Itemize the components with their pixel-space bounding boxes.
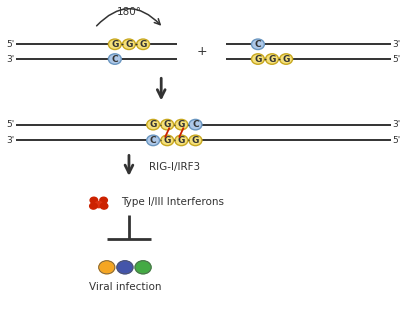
- Text: RIG-I/IRF3: RIG-I/IRF3: [149, 162, 200, 172]
- Text: G: G: [164, 136, 171, 145]
- Text: G: G: [178, 120, 185, 129]
- Circle shape: [251, 54, 264, 64]
- Circle shape: [100, 203, 108, 209]
- Text: 5': 5': [6, 40, 15, 49]
- Circle shape: [161, 119, 174, 130]
- Text: 3': 3': [6, 54, 15, 64]
- Text: 5': 5': [393, 136, 401, 145]
- Circle shape: [175, 119, 188, 130]
- Circle shape: [266, 54, 278, 64]
- Circle shape: [137, 39, 150, 50]
- Text: 3': 3': [393, 120, 401, 129]
- Circle shape: [90, 197, 98, 203]
- Text: G: G: [150, 120, 157, 129]
- Circle shape: [117, 261, 133, 274]
- Circle shape: [175, 135, 188, 146]
- Circle shape: [280, 54, 293, 64]
- Text: 180°: 180°: [116, 7, 141, 17]
- Text: C: C: [150, 136, 156, 145]
- Text: 5': 5': [6, 120, 15, 129]
- Text: G: G: [268, 54, 276, 64]
- Circle shape: [95, 201, 102, 208]
- Text: 3': 3': [6, 136, 15, 145]
- Text: 3': 3': [393, 40, 401, 49]
- Circle shape: [100, 197, 107, 203]
- Text: G: G: [254, 54, 262, 64]
- Circle shape: [108, 54, 121, 64]
- Text: G: G: [139, 40, 147, 49]
- Text: G: G: [125, 40, 133, 49]
- Circle shape: [108, 39, 121, 50]
- Text: C: C: [192, 120, 199, 129]
- Circle shape: [189, 119, 202, 130]
- Circle shape: [123, 39, 135, 50]
- Circle shape: [89, 203, 97, 209]
- Text: C: C: [255, 40, 261, 49]
- Text: G: G: [283, 54, 290, 64]
- Text: C: C: [112, 54, 118, 64]
- Text: Type I/III Interferons: Type I/III Interferons: [121, 197, 224, 207]
- Circle shape: [147, 119, 160, 130]
- Text: G: G: [192, 136, 199, 145]
- Circle shape: [189, 135, 202, 146]
- Text: G: G: [178, 136, 185, 145]
- Circle shape: [147, 135, 160, 146]
- Text: +: +: [196, 45, 207, 58]
- Circle shape: [161, 135, 174, 146]
- Circle shape: [135, 261, 151, 274]
- Circle shape: [251, 39, 264, 50]
- Circle shape: [99, 261, 115, 274]
- Text: G: G: [111, 40, 118, 49]
- Text: Viral infection: Viral infection: [89, 282, 161, 292]
- Text: G: G: [164, 120, 171, 129]
- Text: 5': 5': [393, 54, 401, 64]
